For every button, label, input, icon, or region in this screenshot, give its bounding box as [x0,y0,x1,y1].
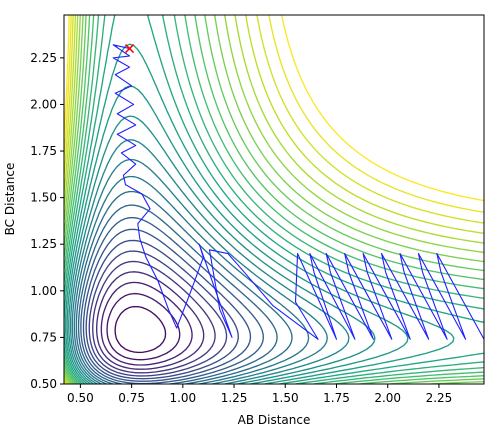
y-axis-ticks: 0.50 0.75 1.00 1.25 1.50 1.75 2.00 2.25 [30,51,64,391]
contour-line [85,239,239,380]
contour-line [64,15,484,384]
y-tick-label: 0.75 [30,330,57,344]
contour-line [69,139,350,384]
x-tick-label: 0.50 [67,391,94,405]
y-tick-label: 1.50 [30,191,57,205]
contour-line [64,15,484,384]
contour-line [64,15,484,384]
x-axis-ticks: 0.50 0.75 1.00 1.25 1.50 1.75 2.00 2.25 [67,384,452,405]
x-tick-label: 1.50 [272,391,299,405]
contour-line [64,15,484,384]
x-tick-label: 0.75 [118,391,145,405]
y-tick-label: 2.25 [30,51,57,65]
y-axis-title: BC Distance [3,163,17,236]
x-tick-label: 2.25 [426,391,453,405]
plot-background [64,15,484,384]
contour-line [75,190,293,384]
y-tick-label: 1.25 [30,237,57,251]
contour-line [114,305,167,354]
contour-line [64,15,484,384]
contour-line [64,15,484,384]
contour-line [82,228,252,382]
contour-line [73,175,310,384]
contour-line [96,271,205,370]
x-tick-label: 2.00 [374,391,401,405]
x-axis-title: AB Distance [238,413,311,427]
y-tick-label: 1.75 [30,144,57,158]
contour-line [64,15,484,384]
contour-line [66,85,409,384]
contour-line [88,250,228,377]
contour-line [64,15,484,384]
contour-line [68,115,376,384]
contour-line [77,204,278,384]
start-marker [125,44,135,54]
x-tick-label: 1.00 [169,391,196,405]
x-tick-label: 1.75 [323,391,350,405]
contour-line [92,260,216,374]
contour-line [64,15,484,202]
contour-lines [64,15,484,384]
y-tick-label: 2.00 [30,97,57,111]
y-tick-label: 1.00 [30,284,57,298]
contour-line [64,43,455,384]
contour-line [64,15,484,384]
contour-line [64,15,484,384]
trajectory-line [112,44,484,340]
plot-frame [63,14,485,385]
x-tick-label: 1.25 [221,391,248,405]
contour-line [100,281,193,366]
contour-line [71,158,328,384]
y-tick-label: 0.50 [30,377,57,391]
marker-layer [125,44,135,54]
trajectory-layer [112,44,484,340]
